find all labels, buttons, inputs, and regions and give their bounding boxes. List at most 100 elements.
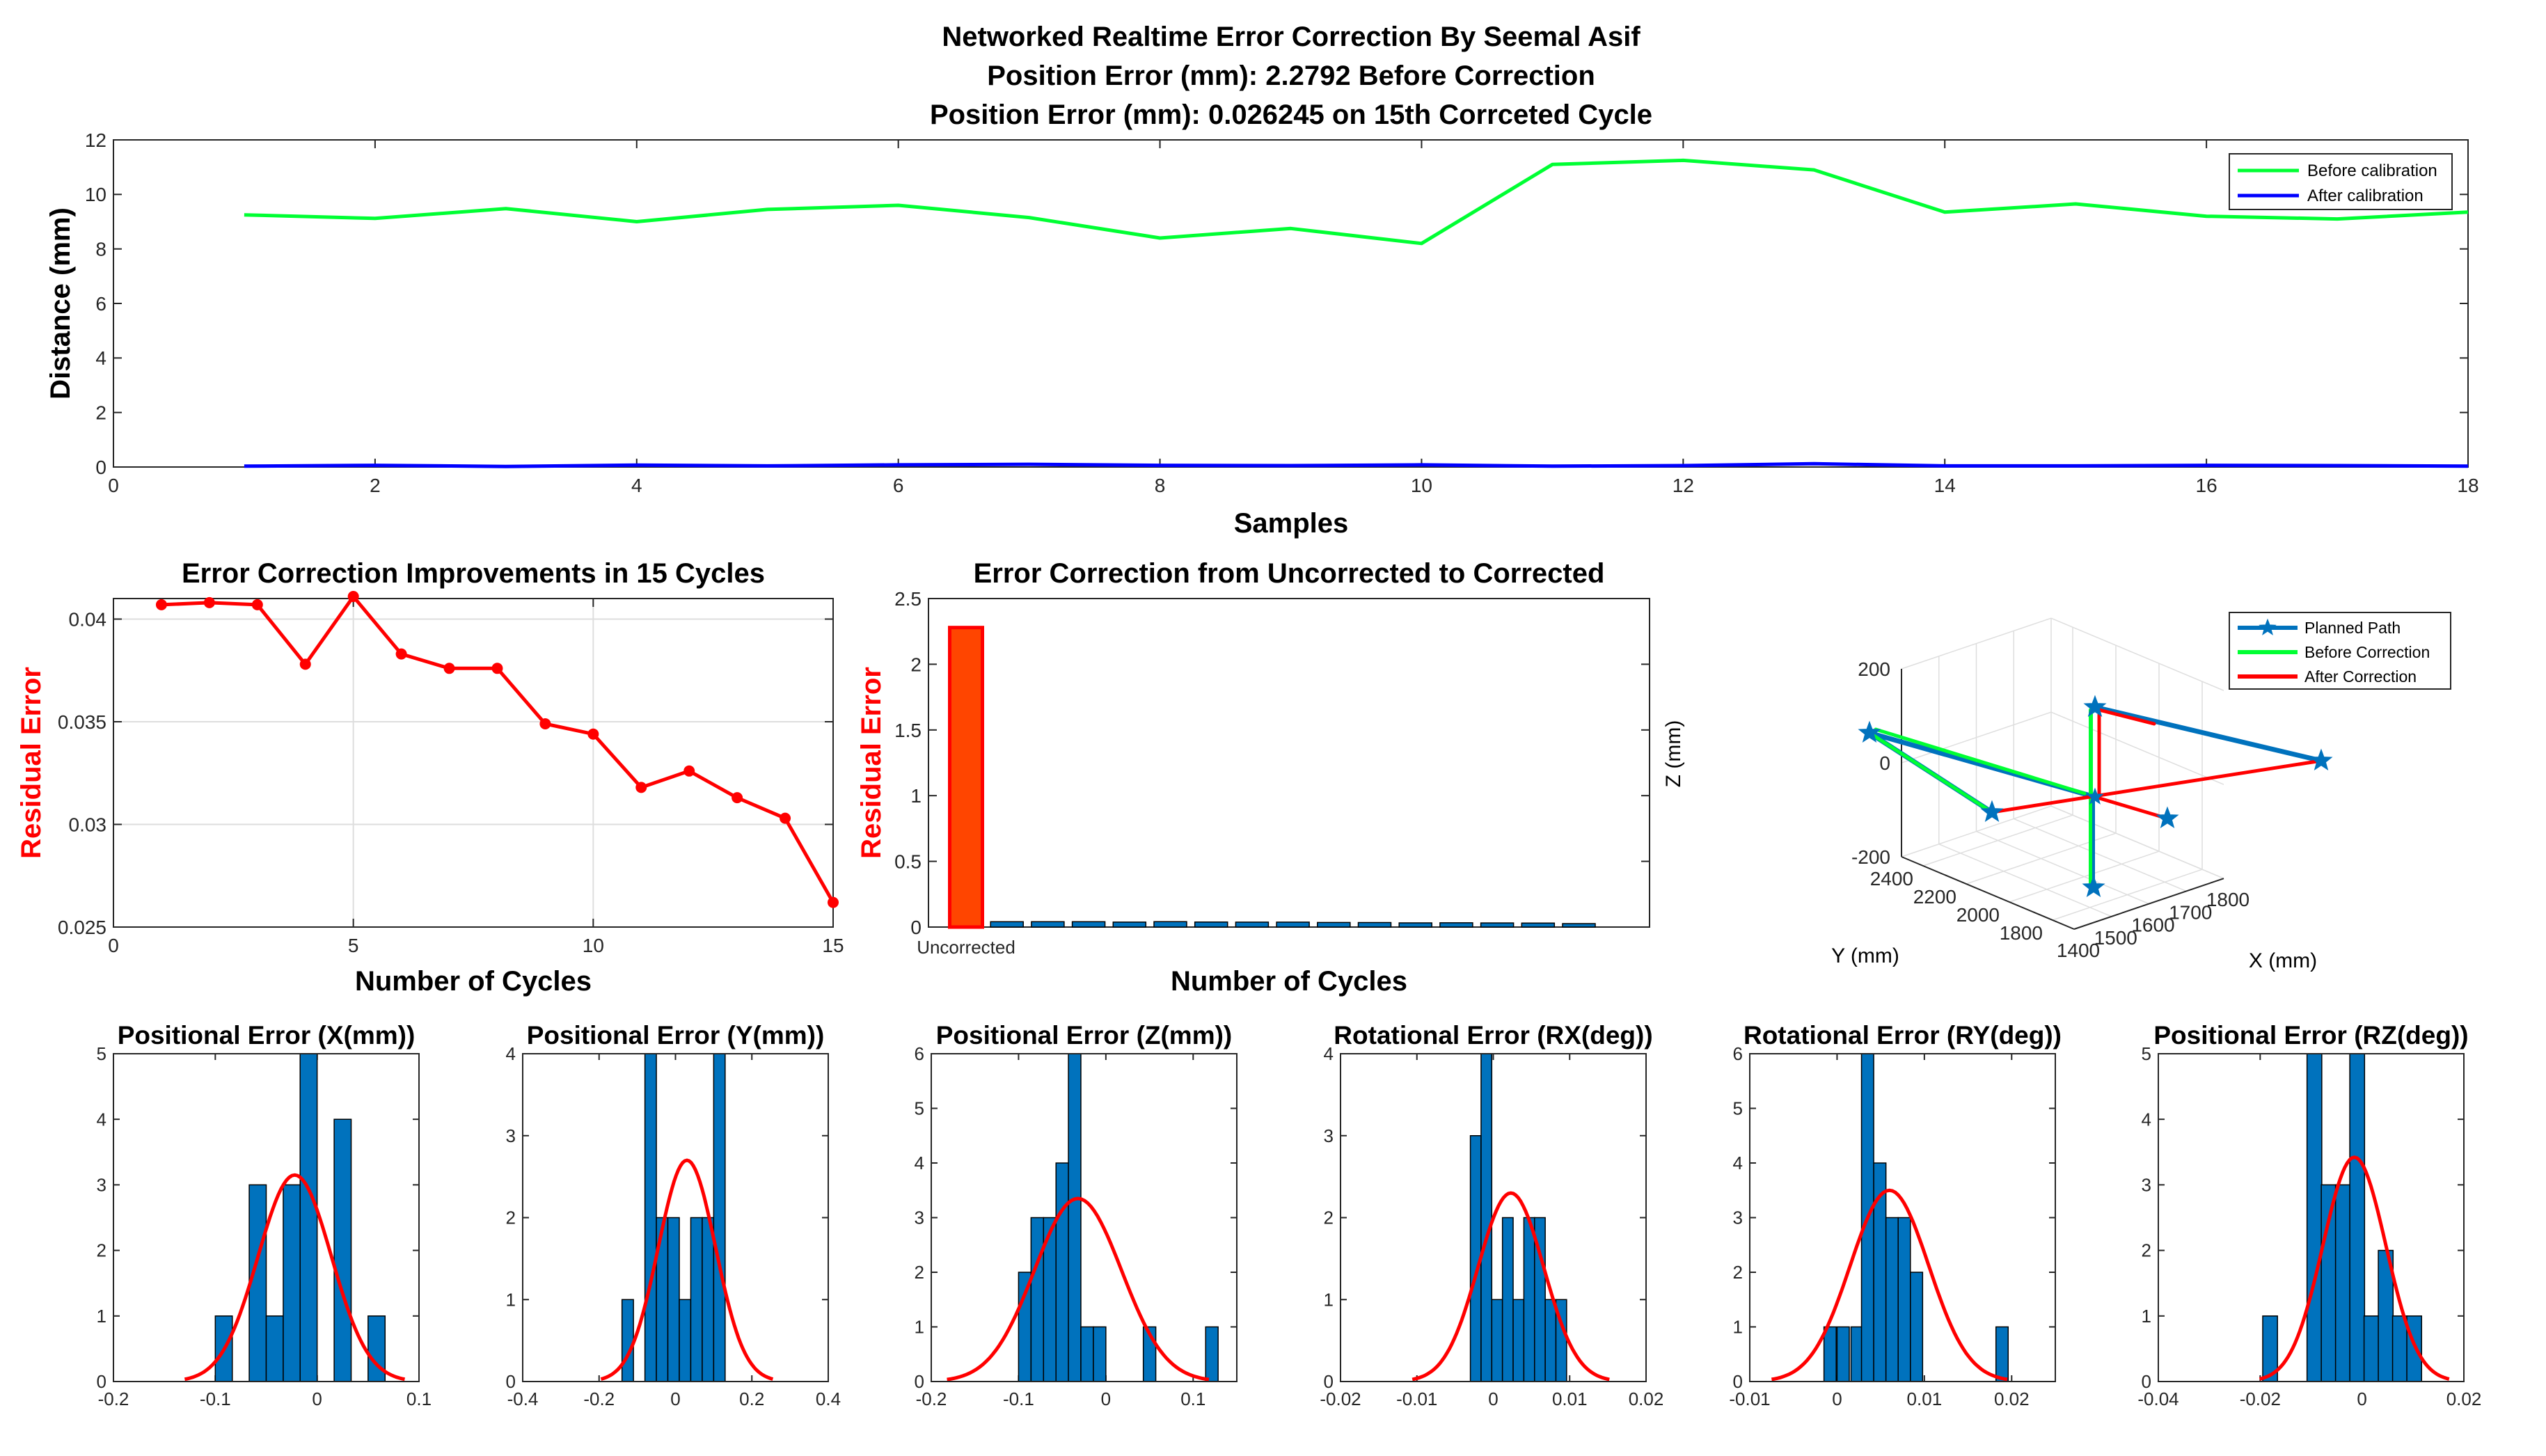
normal-fit-curve bbox=[947, 1196, 1210, 1382]
y-tick-label: 6 bbox=[1733, 1043, 1743, 1064]
main-distance-chart: 0 2 4 6 8 10 12 14 16 18 0 2 4 6 8 10 12 Samples Distance … bbox=[45, 129, 2479, 539]
y-axis-label: Distance (mm) bbox=[45, 207, 76, 399]
y-tick-label: 6 bbox=[915, 1043, 924, 1064]
x-tick-label: -0.2 bbox=[916, 1388, 947, 1409]
histogram-y: -0.4 -0.2 0 0.2 0.4 0 1 2 3 4 Positional Error (Y(… bbox=[506, 1021, 841, 1409]
y-tick-label: 2 bbox=[915, 1262, 924, 1283]
before-correction-segment bbox=[1874, 727, 2087, 796]
y-axis-line bbox=[1901, 856, 2075, 930]
residual-marker bbox=[155, 599, 167, 610]
y-tick-label: 2400 bbox=[1870, 868, 1913, 889]
chart-title: Positional Error (Y(mm)) bbox=[527, 1021, 825, 1050]
series-line-before bbox=[244, 158, 2469, 246]
wall-grid-z bbox=[1901, 711, 2052, 763]
title-line-3: Position Error (mm): 0.026245 on 15th Co… bbox=[930, 100, 1652, 130]
before-correction-segment bbox=[1867, 731, 1994, 814]
x-axis-label: Number of Cycles bbox=[1171, 966, 1407, 997]
y-tick-label: 0 bbox=[506, 1371, 516, 1392]
y-tick-label: 1.5 bbox=[894, 720, 922, 741]
y-tick-label: 1 bbox=[910, 785, 922, 807]
legend-label: Before calibration bbox=[2307, 161, 2437, 180]
histogram-bar bbox=[2391, 1315, 2408, 1382]
x-tick-label: 0 bbox=[2357, 1388, 2366, 1409]
bar-corrected-cycle bbox=[1317, 921, 1351, 928]
histogram-bar bbox=[702, 1217, 715, 1382]
histogram-bar bbox=[283, 1184, 301, 1382]
bar-corrected-cycle bbox=[1235, 921, 1270, 928]
axes-box bbox=[928, 598, 1650, 928]
y-tick-label: 2 bbox=[910, 654, 922, 675]
chart-title: Error Correction Improvements in 15 Cycl… bbox=[182, 558, 765, 589]
x-tick-label: -0.2 bbox=[98, 1388, 129, 1409]
axes-border bbox=[931, 1053, 1238, 1382]
y-tick-label: 0 bbox=[95, 457, 106, 478]
y-tick-label: 3 bbox=[506, 1125, 516, 1146]
bar-corrected-cycle bbox=[990, 921, 1024, 928]
histogram-bar bbox=[1885, 1217, 1899, 1382]
planned-path-waypoint-star bbox=[2082, 875, 2105, 898]
x-tick-label: 10 bbox=[1411, 475, 1432, 496]
uncorrected-bar-chart: 0 0.5 1 1.5 2 2.5 Uncorrected Error Correction … bbox=[856, 558, 1650, 997]
y-tick-label: 4 bbox=[915, 1153, 924, 1173]
histogram-bar bbox=[713, 1053, 726, 1382]
planned-path-waypoint-star bbox=[2156, 806, 2179, 829]
residual-marker bbox=[683, 765, 695, 777]
residual-marker bbox=[203, 596, 215, 608]
y-tick-label: 0.5 bbox=[894, 851, 922, 873]
x-tick-label: 8 bbox=[1155, 475, 1166, 496]
residual-marker bbox=[780, 812, 791, 824]
x-axis-label: Samples bbox=[1234, 508, 1349, 539]
side-grid-z bbox=[2050, 617, 2224, 691]
residual-marker bbox=[299, 658, 311, 670]
chart-title: Rotational Error (RX(deg)) bbox=[1334, 1021, 1652, 1050]
x-tick-label: 5 bbox=[348, 935, 359, 956]
floor-grid-y bbox=[2052, 869, 2203, 921]
residual-marker bbox=[443, 663, 455, 674]
bar-corrected-cycle bbox=[1031, 921, 1065, 928]
x-tick-label: 0.01 bbox=[1907, 1388, 1943, 1409]
histogram-x: -0.2 -0.1 0 0.1 0 1 2 3 4 5 Positional Error (X(mm… bbox=[97, 1021, 432, 1409]
planned-path-segment bbox=[2092, 704, 2324, 763]
histogram-bar bbox=[333, 1118, 352, 1382]
y-tick-label: 4 bbox=[1733, 1153, 1743, 1173]
histogram-bar bbox=[1030, 1217, 1045, 1382]
histogram-bar bbox=[621, 1299, 634, 1382]
planned-path-waypoint-star bbox=[2309, 748, 2333, 771]
normal-fit-curve bbox=[1771, 1188, 2008, 1382]
x-tick-label: 6 bbox=[893, 475, 904, 496]
x-tick-label: 15 bbox=[822, 935, 844, 956]
chart-title: Rotational Error (RY(deg)) bbox=[1744, 1021, 2062, 1050]
histogram-bar bbox=[2363, 1315, 2380, 1382]
y-tick-label: 5 bbox=[1733, 1098, 1743, 1119]
figure-title: Networked Realtime Error Correction By S… bbox=[930, 22, 1652, 130]
legend-label: Before Correction bbox=[2304, 643, 2430, 661]
histogram-bar bbox=[1491, 1299, 1503, 1382]
histogram-bar bbox=[2306, 1053, 2323, 1382]
histogram-bar bbox=[2349, 1053, 2366, 1382]
y-tick-label: 1 bbox=[915, 1317, 924, 1338]
histogram-bar bbox=[667, 1217, 680, 1382]
y-tick-label: 3 bbox=[97, 1175, 106, 1196]
y-tick-label: 12 bbox=[85, 129, 106, 151]
bar-corrected-cycle bbox=[1439, 922, 1473, 928]
chart-title: Positional Error (RZ(deg)) bbox=[2153, 1021, 2468, 1050]
y-tick-label: 0.04 bbox=[69, 608, 107, 630]
y-tick-label: 3 bbox=[1324, 1125, 1334, 1146]
histogram-bar bbox=[1910, 1272, 1924, 1382]
residual-marker bbox=[539, 718, 551, 729]
histogram-bar bbox=[1501, 1217, 1514, 1382]
histogram-bar bbox=[690, 1217, 703, 1382]
bar-corrected-cycle bbox=[1194, 921, 1228, 928]
floor-grid-x bbox=[1938, 844, 2112, 917]
normal-fit-curve bbox=[1412, 1191, 1610, 1382]
x-tick-label: 0.2 bbox=[739, 1388, 764, 1409]
y-tick-label: 3 bbox=[2142, 1175, 2151, 1196]
y-tick-label: 1 bbox=[97, 1306, 106, 1327]
x-tick-label: 0 bbox=[108, 935, 119, 956]
y-tick-label: 5 bbox=[2142, 1043, 2151, 1064]
x-axis-label: Number of Cycles bbox=[355, 966, 592, 997]
x-tick-label: 0.02 bbox=[1629, 1388, 1664, 1409]
floor-grid-y bbox=[2009, 850, 2160, 903]
floor-grid-y bbox=[1922, 814, 2073, 867]
